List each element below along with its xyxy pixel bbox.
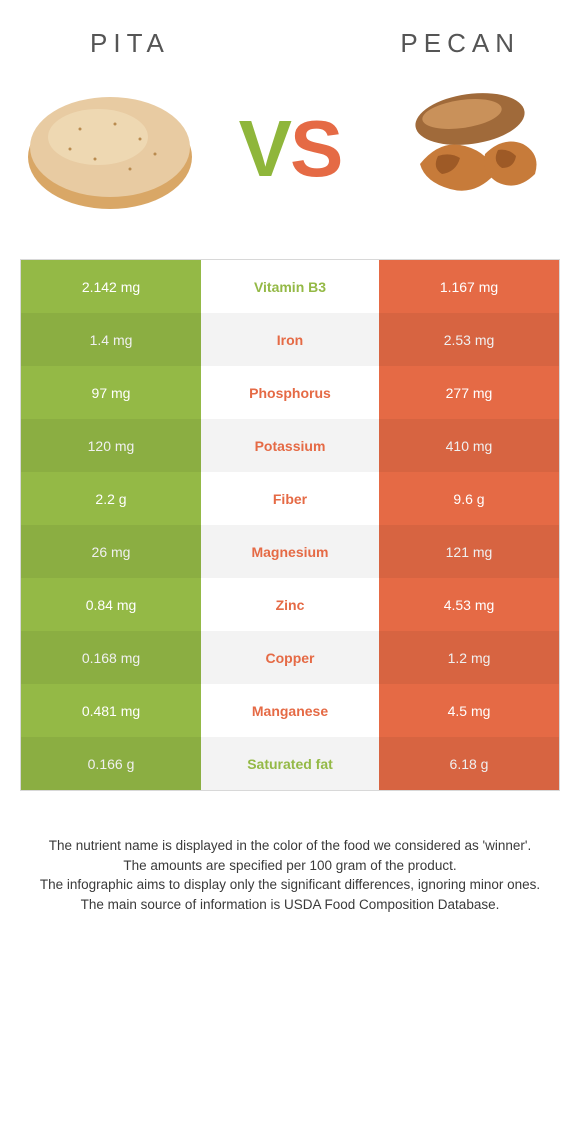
- footer-line: The nutrient name is displayed in the co…: [30, 836, 550, 856]
- left-title: PITA: [90, 28, 170, 59]
- right-title: PECAN: [400, 28, 520, 59]
- pita-image: [20, 69, 200, 229]
- left-value: 2.2 g: [21, 472, 201, 525]
- nutrient-name: Vitamin B3: [201, 260, 379, 313]
- nutrient-name: Potassium: [201, 419, 379, 472]
- right-value: 4.53 mg: [379, 578, 559, 631]
- nutrient-name: Manganese: [201, 684, 379, 737]
- footer-text: The nutrient name is displayed in the co…: [0, 791, 580, 914]
- left-value: 26 mg: [21, 525, 201, 578]
- table-row: 120 mgPotassium410 mg: [21, 419, 559, 472]
- footer-line: The main source of information is USDA F…: [30, 895, 550, 915]
- nutrient-name: Magnesium: [201, 525, 379, 578]
- footer-line: The infographic aims to display only the…: [30, 875, 550, 895]
- footer-line: The amounts are specified per 100 gram o…: [30, 856, 550, 876]
- table-row: 2.142 mgVitamin B31.167 mg: [21, 260, 559, 313]
- table-row: 0.84 mgZinc4.53 mg: [21, 578, 559, 631]
- right-value: 277 mg: [379, 366, 559, 419]
- right-value: 4.5 mg: [379, 684, 559, 737]
- left-value: 97 mg: [21, 366, 201, 419]
- left-value: 0.168 mg: [21, 631, 201, 684]
- left-value: 0.166 g: [21, 737, 201, 790]
- table-row: 1.4 mgIron2.53 mg: [21, 313, 559, 366]
- right-value: 2.53 mg: [379, 313, 559, 366]
- nutrient-name: Copper: [201, 631, 379, 684]
- left-value: 1.4 mg: [21, 313, 201, 366]
- vs-v: V: [239, 104, 290, 193]
- right-value: 1.167 mg: [379, 260, 559, 313]
- right-value: 1.2 mg: [379, 631, 559, 684]
- vs-label: VS: [239, 103, 342, 195]
- vs-s: S: [290, 104, 341, 193]
- nutrient-name: Fiber: [201, 472, 379, 525]
- pecan-image: [380, 69, 560, 229]
- table-row: 2.2 gFiber9.6 g: [21, 472, 559, 525]
- nutrient-table: 2.142 mgVitamin B31.167 mg1.4 mgIron2.53…: [20, 259, 560, 791]
- nutrient-name: Iron: [201, 313, 379, 366]
- right-value: 121 mg: [379, 525, 559, 578]
- left-value: 2.142 mg: [21, 260, 201, 313]
- nutrient-name: Phosphorus: [201, 366, 379, 419]
- left-value: 0.481 mg: [21, 684, 201, 737]
- header: PITA PECAN: [0, 0, 580, 59]
- table-row: 0.481 mgManganese4.5 mg: [21, 684, 559, 737]
- left-value: 120 mg: [21, 419, 201, 472]
- left-value: 0.84 mg: [21, 578, 201, 631]
- images-row: VS: [0, 59, 580, 249]
- nutrient-name: Zinc: [201, 578, 379, 631]
- table-row: 97 mgPhosphorus277 mg: [21, 366, 559, 419]
- nutrient-name: Saturated fat: [201, 737, 379, 790]
- right-value: 9.6 g: [379, 472, 559, 525]
- table-row: 26 mgMagnesium121 mg: [21, 525, 559, 578]
- table-row: 0.166 gSaturated fat6.18 g: [21, 737, 559, 790]
- right-value: 410 mg: [379, 419, 559, 472]
- right-value: 6.18 g: [379, 737, 559, 790]
- table-row: 0.168 mgCopper1.2 mg: [21, 631, 559, 684]
